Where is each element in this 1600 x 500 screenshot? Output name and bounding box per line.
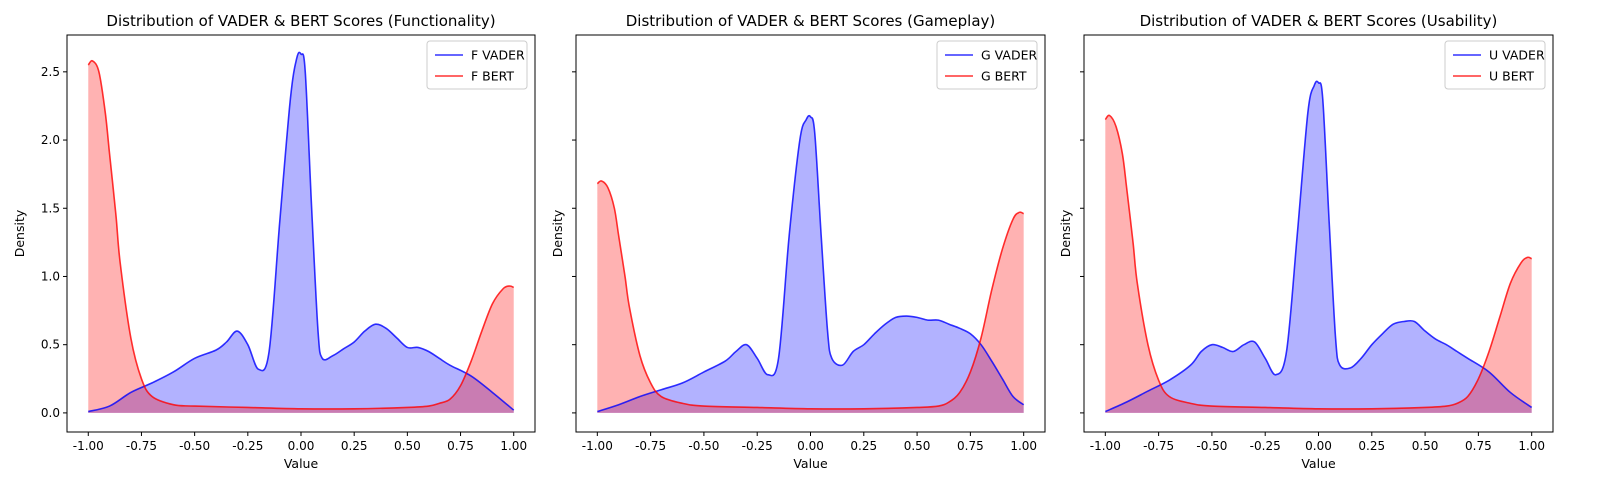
chart-title: Distribution of VADER & BERT Scores (Fun… xyxy=(106,12,495,30)
x-tick-label: -0.75 xyxy=(126,439,157,453)
plot-area xyxy=(87,51,515,413)
x-tick-label: -0.25 xyxy=(1250,439,1281,453)
y-tick-label: 1.5 xyxy=(41,201,60,215)
y-tick-label: 2.5 xyxy=(41,65,60,79)
x-tick-label: 0.75 xyxy=(1465,439,1492,453)
y-axis-label: Density xyxy=(550,209,565,257)
y-tick-label: 0.0 xyxy=(41,406,60,420)
x-tick-label: 1.00 xyxy=(1010,439,1037,453)
chart-title: Distribution of VADER & BERT Scores (Usa… xyxy=(1140,12,1498,30)
legend-entry: G VADER xyxy=(981,48,1037,63)
x-tick-label: -0.25 xyxy=(232,439,263,453)
x-tick-label: 1.00 xyxy=(500,439,527,453)
legend-entry: G BERT xyxy=(981,69,1027,84)
x-axis-label: Value xyxy=(793,456,828,471)
legend-entry: U BERT xyxy=(1489,69,1534,84)
legend: F VADER F BERT xyxy=(426,40,528,90)
x-tick-label: 0.50 xyxy=(394,439,421,453)
x-tick-label: 0.25 xyxy=(1358,439,1385,453)
area-u-bert xyxy=(1105,115,1532,413)
x-tick-label: 0.25 xyxy=(341,439,368,453)
x-tick-label: -0.75 xyxy=(1143,439,1174,453)
subplot-3: -1.00 -0.75 -0.50 -0.25 0.00 0.25 0.50 0.75 1.00… xyxy=(1058,12,1554,471)
subplot-1: -1.00 -0.75 -0.50 -0.25 0.00 0.25 0.50 0.75 1.00… xyxy=(12,12,536,471)
plot-area xyxy=(1104,80,1533,413)
x-tick-label: 0.75 xyxy=(957,439,984,453)
y-tick-label: 0.5 xyxy=(41,338,60,352)
x-tick-label: -1.00 xyxy=(582,439,613,453)
x-tick-label: 0.00 xyxy=(288,439,315,453)
x-tick-label: 0.75 xyxy=(447,439,474,453)
legend-box xyxy=(1444,40,1546,90)
x-tick-label: 0.00 xyxy=(1305,439,1332,453)
area-f-bert xyxy=(88,60,514,413)
x-tick-label: 0.50 xyxy=(904,439,931,453)
area-u-vader xyxy=(1105,81,1532,413)
x-tick-label: 0.50 xyxy=(1412,439,1439,453)
x-tick-label: -1.00 xyxy=(1090,439,1121,453)
x-tick-label: -0.50 xyxy=(1196,439,1227,453)
x-tick-label: -0.50 xyxy=(688,439,719,453)
x-tick-label: -1.00 xyxy=(73,439,104,453)
x-tick-label: 0.25 xyxy=(850,439,877,453)
plot-area xyxy=(596,114,1025,413)
line-f-bert xyxy=(87,59,515,410)
line-u-vader xyxy=(1104,80,1533,413)
y-tick-label: 1.0 xyxy=(41,269,60,283)
x-tick-label: -0.50 xyxy=(179,439,210,453)
legend-entry: F VADER xyxy=(471,48,525,63)
legend: G VADER G BERT xyxy=(936,40,1038,90)
line-u-bert xyxy=(1104,114,1533,410)
area-g-bert xyxy=(597,180,1024,413)
x-axis-label: Value xyxy=(284,456,319,471)
x-tick-label: -0.25 xyxy=(742,439,773,453)
legend-entry: U VADER xyxy=(1489,48,1545,63)
line-g-bert xyxy=(596,180,1025,410)
subplot-2: -1.00 -0.75 -0.50 -0.25 0.00 0.25 0.50 0.75 1.00… xyxy=(550,12,1046,471)
y-axis-label: Density xyxy=(1058,209,1073,257)
chart-title: Distribution of VADER & BERT Scores (Gam… xyxy=(626,12,996,30)
x-axis-label: Value xyxy=(1301,456,1336,471)
legend-box xyxy=(426,40,528,90)
legend: U VADER U BERT xyxy=(1444,40,1546,90)
legend-entry: F BERT xyxy=(471,69,514,84)
x-tick-label: -0.75 xyxy=(635,439,666,453)
x-tick-label: 0.00 xyxy=(797,439,824,453)
x-tick-label: 1.00 xyxy=(1518,439,1545,453)
area-f-vader xyxy=(88,52,514,413)
area-g-vader xyxy=(597,115,1024,413)
line-f-vader xyxy=(88,51,515,413)
line-g-vader xyxy=(597,114,1025,413)
y-tick-label: 2.0 xyxy=(41,133,60,147)
legend-box xyxy=(936,40,1038,90)
y-axis-label: Density xyxy=(12,209,27,257)
